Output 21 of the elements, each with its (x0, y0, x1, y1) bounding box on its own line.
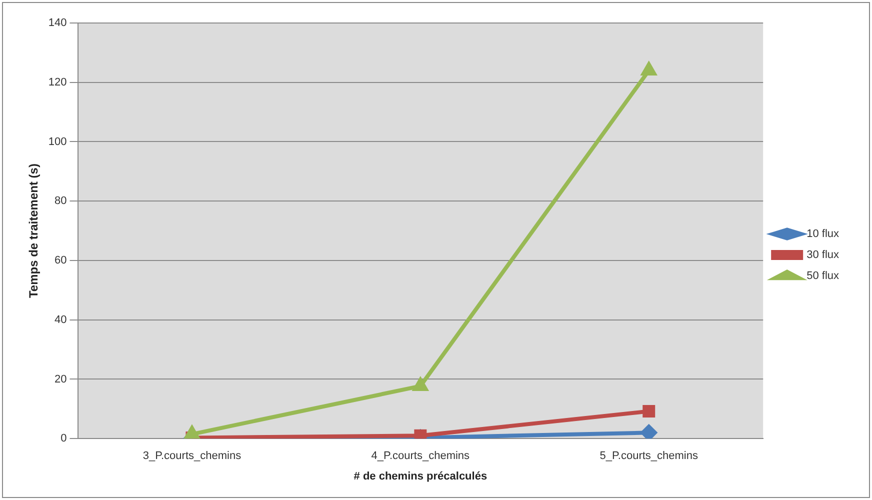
y-tick-label: 120 (48, 76, 67, 88)
x-axis-title: # de chemins précalculés (354, 470, 488, 482)
point (642, 405, 656, 418)
y-tick-label: 140 (48, 17, 67, 30)
y-tick-label: 40 (54, 314, 67, 326)
point (642, 62, 656, 76)
point (184, 426, 200, 439)
legend-label: 50 flux (806, 270, 840, 282)
point (413, 378, 428, 392)
x-tick-label: 5_P.courts_chemins (600, 450, 698, 462)
y-tick-label: 60 (54, 254, 67, 267)
y-axis-title: Temps de traitement (s) (26, 164, 41, 298)
point (640, 424, 657, 439)
legend-label: 10 flux (806, 228, 840, 240)
x-tick-label: 4_P.courts_chemins (371, 450, 470, 462)
y-tick-label: 100 (48, 136, 67, 148)
y-tick-label: 80 (54, 195, 67, 208)
x-tick-label: 3_P.courts_chemins (142, 450, 242, 462)
y-tick-label: 0 (60, 432, 67, 445)
legend-label: 30 flux (806, 249, 840, 262)
y-tick-label: 20 (54, 373, 67, 386)
